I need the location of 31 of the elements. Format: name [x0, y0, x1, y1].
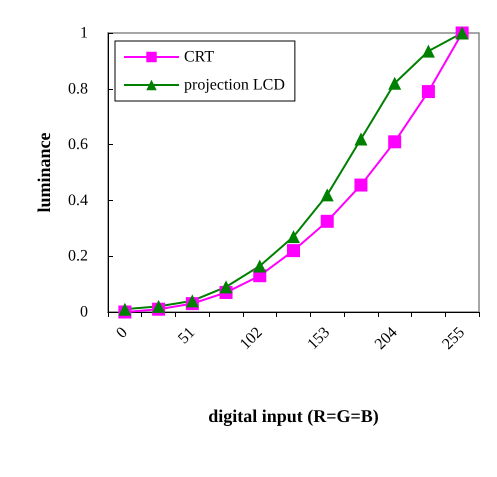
point	[253, 259, 266, 272]
point	[422, 44, 435, 58]
point	[422, 85, 435, 98]
point	[320, 188, 334, 202]
x-tick-label: 102	[236, 324, 266, 353]
x-axis-title: digital input (R=G=B)	[208, 406, 379, 426]
point	[388, 135, 402, 148]
point	[186, 294, 199, 308]
y-tick-label: 0.4	[68, 192, 88, 209]
x-tick-label: 51	[175, 324, 198, 348]
y-tick-label: 0.8	[68, 80, 88, 98]
y-axis-title: luminance	[34, 132, 54, 213]
x-tick-label: 153	[304, 324, 334, 353]
legend-label: projection LCD	[184, 76, 285, 94]
y-tick-label: 1	[80, 24, 88, 42]
x-tick-label: 255	[439, 324, 468, 353]
point	[354, 132, 368, 146]
point	[287, 230, 300, 244]
x-tick-label: 0	[113, 324, 131, 342]
point	[388, 76, 402, 90]
point	[152, 300, 166, 313]
y-tick-label: 0	[80, 304, 88, 320]
point	[118, 302, 132, 316]
x-tick-label: 204	[372, 324, 401, 353]
legend-label: CRT	[184, 48, 214, 66]
point	[320, 214, 334, 228]
y-tick-label: 0.6	[68, 136, 88, 154]
point	[354, 178, 368, 192]
y-tick-label: 0.2	[68, 248, 88, 265]
point	[220, 280, 233, 294]
point	[287, 244, 300, 258]
